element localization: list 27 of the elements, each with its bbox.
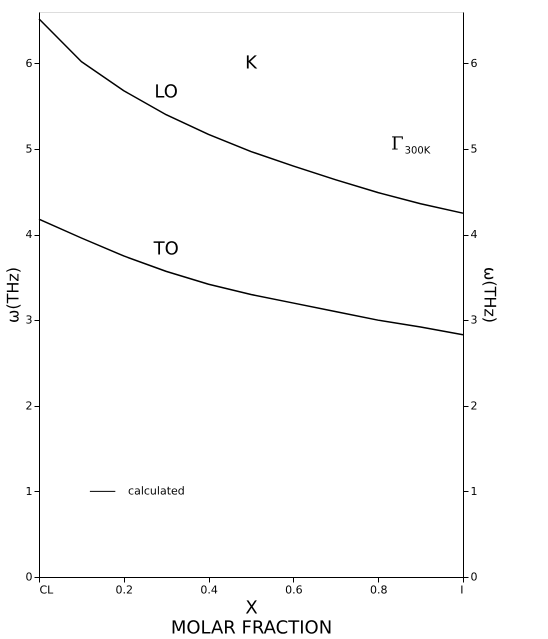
x-tick-label: 0.4 [200, 584, 218, 596]
y2-tick-label: 4 [470, 228, 478, 242]
annotation: K [245, 52, 258, 74]
y2-axis-title: ω(THz) [480, 266, 500, 324]
y2-tick-label: 5 [470, 142, 478, 156]
series-label: TO [152, 238, 179, 260]
x-axis-title: X MOLAR FRACTION [170, 598, 332, 638]
y2-tick-label: 1 [470, 484, 478, 498]
y-tick-label: 6 [26, 56, 32, 70]
y-axis-title: ω(THz) [4, 266, 22, 324]
x-tick-label: 0.2 [116, 584, 134, 596]
y-tick-label: 0 [26, 570, 32, 584]
x-tick-label: 0.8 [370, 584, 388, 596]
y2-tick-label: 6 [470, 56, 478, 70]
y2-tick-label: 2 [470, 399, 478, 412]
y2-tick-label: 0 [470, 570, 478, 584]
y-tick-label: 2 [26, 399, 32, 412]
y-tick-label: 1 [26, 484, 32, 498]
x-tick-label: CL [40, 584, 54, 596]
x-tick-label: I [460, 584, 464, 596]
y-tick-label: 3 [26, 314, 32, 327]
y-tick-label: 5 [26, 142, 32, 156]
y2-tick-label: 3 [470, 314, 478, 327]
annotation: calculated [128, 484, 185, 498]
series-label: LO [154, 82, 178, 103]
x-tick-label: 0.6 [285, 584, 303, 596]
y-tick-label: 4 [26, 228, 32, 242]
